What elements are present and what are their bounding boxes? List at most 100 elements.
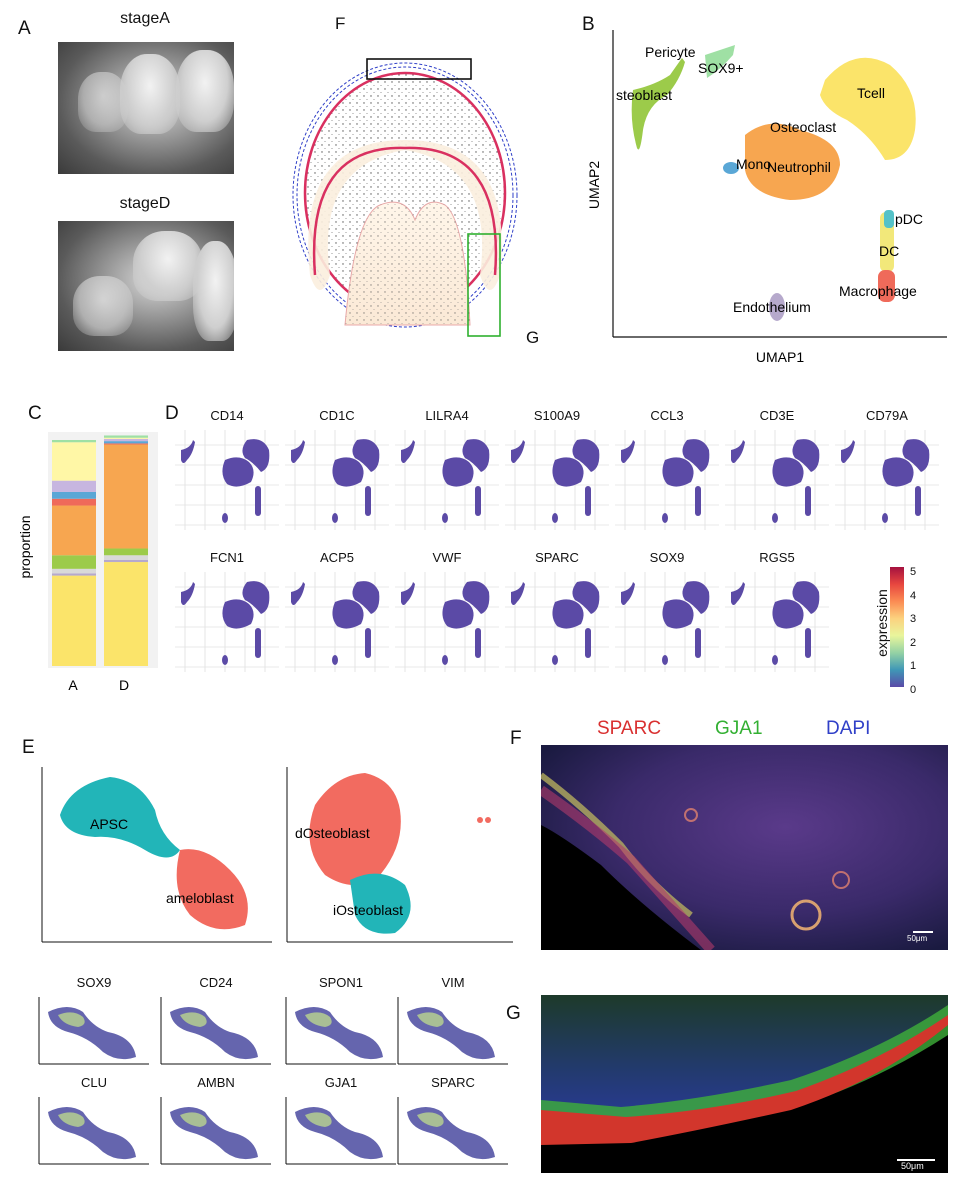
legend-tick: 4: [910, 589, 917, 602]
gene-plot-sparc: SPARC: [397, 1075, 509, 1165]
gene-plot-title: SOX9: [76, 975, 112, 990]
scale-bar-f: 50μm: [907, 934, 928, 943]
bar-segment-d-macrophage: [104, 443, 148, 445]
feature-plot-cd79a: CD79A: [835, 408, 939, 533]
cluster-label-apsc: APSC: [90, 816, 128, 832]
feature-plot-title: ACP5: [320, 550, 354, 565]
panel-label-a: A: [18, 18, 31, 39]
xray-stage-a: [58, 42, 234, 174]
feature-plot-title: RGS5: [759, 550, 795, 565]
feature-plot-cd1c: CD1C: [285, 408, 389, 533]
bar-segment-a-neutrophil: [52, 505, 96, 556]
proportion-chart: proportion A D: [18, 432, 158, 693]
feature-plot-cd3e: CD3E: [725, 408, 829, 533]
feature-plot-lilra4: LILRA4: [395, 408, 499, 533]
proportion-xtick-a: A: [68, 677, 78, 693]
channel-dapi: DAPI: [826, 718, 871, 739]
tooth-germ-schematic: [292, 58, 518, 337]
gene-plot-title: SPON1: [318, 975, 364, 990]
panel-label-g: G: [506, 1003, 521, 1024]
gene-plot-gja1: GJA1: [285, 1075, 397, 1165]
gene-plot-title: CLU: [80, 1075, 107, 1090]
legend-tick: 5: [910, 566, 917, 578]
bar-segment-a-pericyte: [52, 568, 96, 574]
proportion-xtick-d: D: [119, 677, 129, 693]
legend-tick: 0: [910, 683, 917, 696]
gene-plot-title: CD24: [199, 975, 233, 990]
gene-plot-spon1: SPON1: [285, 975, 397, 1065]
umap-label-dc: DC: [879, 243, 899, 259]
feature-plot-title: SOX9: [649, 550, 685, 565]
feature-plot-sparc: SPARC: [505, 550, 609, 675]
bar-segment-a-tcell: [52, 575, 96, 666]
umap-label-neutrophil: Neutrophil: [767, 159, 831, 175]
gene-plot-title: VIM: [441, 975, 465, 990]
feature-plot-title: LILRA4: [425, 408, 469, 423]
panel-label-f-top: F: [335, 14, 346, 33]
feature-plot-title: FCN1: [210, 550, 244, 565]
channel-sparc: SPARC: [597, 718, 662, 739]
bar-segment-a-macrophage: [52, 498, 96, 506]
gene-plot-cd24: CD24: [160, 975, 272, 1065]
feature-plot-rgs5: RGS5: [725, 550, 829, 675]
feature-plot-title: VWF: [432, 550, 462, 565]
bar-segment-d-neutrophil: [104, 444, 148, 549]
panel-label-d: D: [165, 403, 179, 424]
umap-label-macrophage: Macrophage: [839, 283, 917, 299]
legend-tick: 3: [910, 613, 917, 625]
feature-plot-title: CCL3: [650, 408, 684, 423]
ameloblast-subcluster-plot: APSC ameloblast: [41, 767, 272, 943]
gene-plot-title: GJA1: [324, 1075, 358, 1090]
bar-segment-a-mono: [52, 491, 96, 499]
feature-plot-title: CD14: [210, 408, 244, 423]
xray-stage-d: [58, 221, 234, 351]
umap-label-steoblast: steoblast: [616, 87, 672, 103]
umap-label-mono: Mono: [736, 156, 771, 172]
bar-segment-a-endothelium: [52, 573, 96, 576]
feature-plot-title: S100A9: [533, 408, 581, 423]
expression-colorbar: [890, 567, 904, 687]
panel-label-b: B: [582, 14, 595, 35]
channel-gja1: GJA1: [715, 718, 763, 739]
umap-label-sox9: SOX9+: [698, 60, 744, 76]
bar-segment-d-other: [104, 437, 148, 439]
gene-plot-clu: CLU: [38, 1075, 150, 1165]
panel-label-f: F: [510, 728, 522, 749]
gene-plot-title: AMBN: [197, 1075, 235, 1090]
feature-plot-title: CD1C: [319, 408, 355, 423]
cluster-label-ameloblast: ameloblast: [166, 890, 234, 906]
panel-label-g-top: G: [526, 328, 540, 347]
feature-plot-title: CD3E: [759, 408, 795, 423]
feature-plot-ccl3: CCL3: [615, 408, 719, 533]
gene-plot-ambn: AMBN: [160, 1075, 272, 1165]
gene-plot-title: SPARC: [431, 1075, 475, 1090]
bar-segment-a-dc: [52, 480, 96, 492]
feature-plot-sox9: SOX9: [615, 550, 719, 675]
bar-segment-a-steoblast: [52, 555, 96, 569]
feature-plot-title: SPARC: [535, 550, 579, 565]
panel-label-c: C: [28, 403, 42, 424]
umap-label-tcell: Tcell: [857, 85, 885, 101]
feature-plot-title: CD79A: [866, 408, 908, 423]
feature-plot-s100a9: S100A9: [505, 408, 609, 533]
feature-plot-acp5: ACP5: [285, 550, 389, 675]
bar-segment-d-tcell: [104, 562, 148, 666]
gene-plot-vim: VIM: [397, 975, 509, 1065]
bar-segment-d-sox9-: [104, 435, 148, 438]
legend-tick: 2: [910, 636, 917, 649]
osteoblast-subcluster-plot: dOsteoblast iOsteoblast: [286, 767, 513, 943]
expression-ticks: 5 4 3 2 1 0: [910, 561, 916, 702]
legend-tick: 1: [910, 660, 917, 672]
stage-a-caption: stageA: [120, 10, 170, 27]
scale-bar-g: 50μm: [901, 1161, 924, 1171]
cluster-label-iosteoblast: iOsteoblast: [333, 902, 403, 918]
feature-plot-fcn1: FCN1: [175, 550, 279, 675]
bar-segment-d-mono: [104, 441, 148, 444]
feature-plot-cd14: CD14: [175, 408, 279, 533]
proportion-ylabel: proportion: [18, 515, 33, 578]
fluorescence-image-f: 50μm: [541, 745, 948, 950]
umap-label-osteoclast: Osteoclast: [770, 119, 836, 135]
cluster-label-dosteoblast: dOsteoblast: [295, 825, 370, 841]
stage-d-caption: stageD: [119, 195, 171, 212]
bar-segment-a-other: [52, 442, 96, 481]
